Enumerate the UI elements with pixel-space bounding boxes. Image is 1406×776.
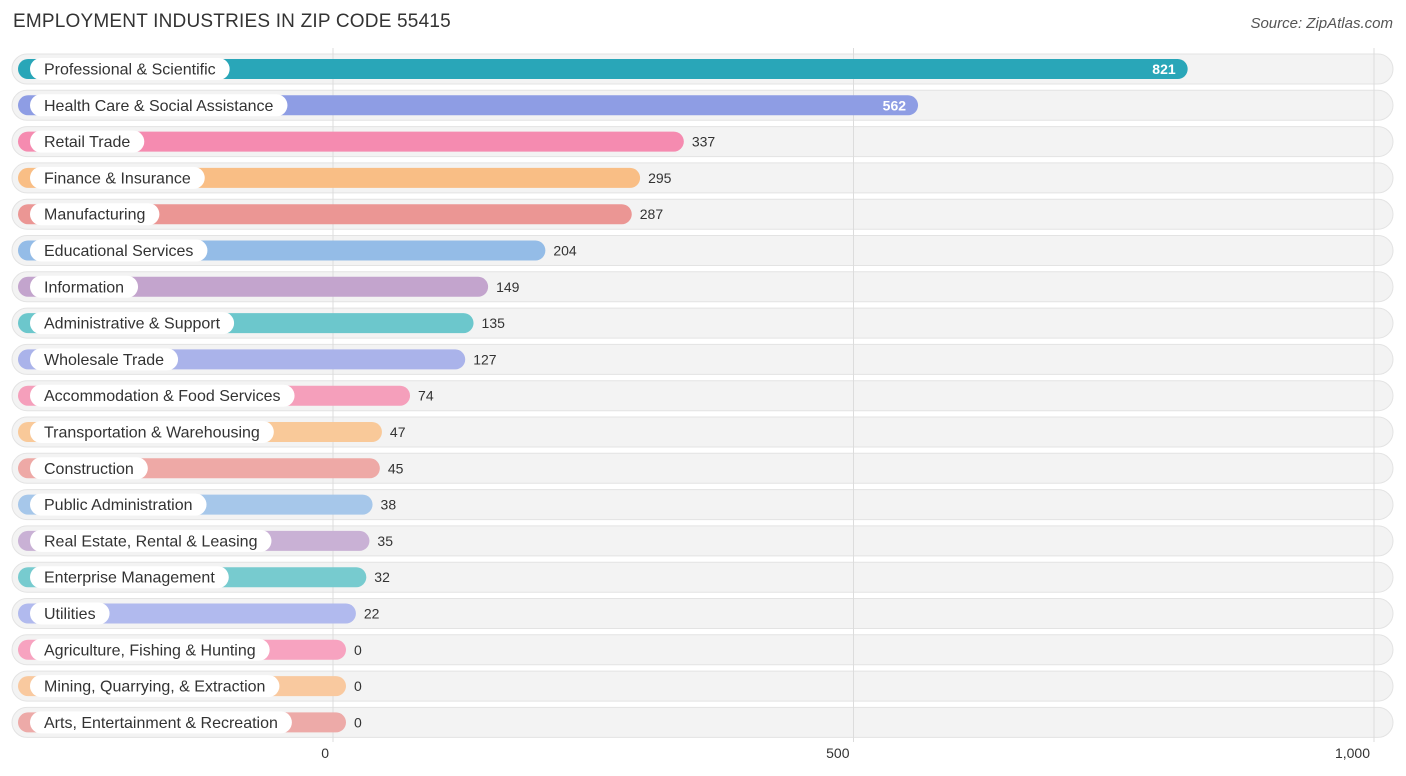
bar-group: Health Care & Social Assistance 562 (18, 94, 919, 117)
category-label: Agriculture, Fishing & Hunting (44, 642, 256, 659)
category-label-pill (30, 166, 205, 189)
bar-group: Wholesale Trade 127 (18, 348, 497, 371)
bar-group: Mining, Quarrying, & Extraction 0 (18, 675, 362, 698)
chart-source: Source: ZipAtlas.com (1250, 15, 1393, 32)
bar-group: Retail Trade 337 (18, 130, 716, 153)
category-label-pill (30, 529, 272, 552)
x-tick-label: 0 (321, 745, 329, 761)
category-label: Arts, Entertainment & Recreation (44, 715, 278, 732)
category-label: Manufacturing (44, 207, 145, 224)
category-label: Information (44, 279, 124, 296)
bar-group: Real Estate, Rental & Leasing 35 (18, 529, 393, 552)
category-label-pill (30, 239, 208, 262)
category-label: Administrative & Support (44, 316, 221, 333)
category-label: Real Estate, Rental & Leasing (44, 533, 257, 550)
value-label: 821 (1152, 61, 1176, 77)
bar-group: Enterprise Management 32 (18, 566, 390, 589)
category-label-pill (30, 384, 295, 407)
bar-group: Professional & Scientific 821 (18, 58, 1188, 80)
bar (18, 204, 632, 225)
value-label: 38 (381, 497, 397, 513)
category-label-pill (30, 348, 179, 371)
category-label: Professional & Scientific (44, 62, 216, 79)
category-label: Retail Trade (44, 134, 130, 151)
value-label: 562 (883, 97, 907, 113)
value-label: 22 (364, 606, 380, 622)
x-axis: 0 500 1,000 (321, 745, 1370, 761)
bar-group: Information 149 (18, 275, 520, 298)
bar-group: Public Administration 38 (18, 493, 397, 516)
value-label: 32 (374, 569, 390, 585)
category-label: Health Care & Social Assistance (44, 98, 274, 115)
value-label: 135 (482, 315, 506, 331)
category-label-pill (30, 312, 235, 335)
value-label: 35 (377, 533, 393, 549)
category-label-pill (30, 94, 288, 117)
category-label: Transportation & Warehousing (44, 425, 260, 442)
category-label: Construction (44, 461, 134, 478)
value-label: 74 (418, 388, 434, 404)
category-label-pill (30, 638, 270, 661)
category-label-pill (30, 566, 229, 589)
category-label-pill (30, 421, 274, 443)
row-track (11, 598, 1394, 629)
value-label: 127 (473, 351, 497, 367)
category-label: Accommodation & Food Services (44, 388, 281, 405)
bar-group: Administrative & Support 135 (18, 312, 506, 335)
row-track (11, 634, 1394, 666)
category-label-pill (30, 275, 139, 298)
category-label: Educational Services (44, 243, 193, 260)
bar-group: Agriculture, Fishing & Hunting 0 (18, 638, 362, 661)
row-track (11, 670, 1394, 702)
value-label: 47 (390, 424, 406, 440)
bar-group: Manufacturing 287 (18, 203, 664, 226)
category-label: Mining, Quarrying, & Extraction (44, 679, 265, 696)
category-label: Enterprise Management (44, 570, 215, 587)
category-label: Utilities (44, 606, 96, 623)
bar-group: Educational Services 204 (18, 239, 577, 262)
value-label: 204 (553, 243, 577, 259)
value-label: 0 (354, 714, 362, 730)
bar-group: Finance & Insurance 295 (18, 166, 672, 189)
value-label: 0 (354, 678, 362, 694)
category-label: Finance & Insurance (44, 170, 191, 187)
category-label-pill (30, 130, 145, 153)
category-label-pill (30, 58, 230, 80)
bar-group: Accommodation & Food Services 74 (18, 384, 434, 407)
bar (18, 59, 1188, 79)
value-label: 295 (648, 170, 672, 186)
category-label-pill (30, 711, 292, 734)
row-track (11, 706, 1394, 738)
value-label: 0 (354, 642, 362, 658)
x-tick-label: 1,000 (1335, 745, 1370, 761)
bar (18, 131, 684, 152)
value-label: 287 (640, 206, 664, 222)
category-label-pill (30, 493, 207, 516)
bar-group: Transportation & Warehousing 47 (18, 421, 406, 443)
category-label-pill (30, 203, 160, 226)
category-label-pill (30, 602, 110, 625)
value-label: 45 (388, 460, 404, 476)
category-label: Public Administration (44, 497, 193, 514)
bar-group: Utilities 22 (18, 602, 380, 625)
category-label-pill (30, 457, 148, 480)
chart-title: EMPLOYMENT INDUSTRIES IN ZIP CODE 55415 (13, 11, 451, 32)
bar-group: Construction 45 (18, 457, 404, 480)
x-tick-label: 500 (826, 745, 850, 761)
value-label: 149 (496, 279, 520, 295)
category-label: Wholesale Trade (44, 352, 164, 369)
category-label-pill (30, 675, 280, 698)
value-label: 337 (692, 134, 716, 150)
bar-group: Arts, Entertainment & Recreation 0 (18, 711, 362, 734)
